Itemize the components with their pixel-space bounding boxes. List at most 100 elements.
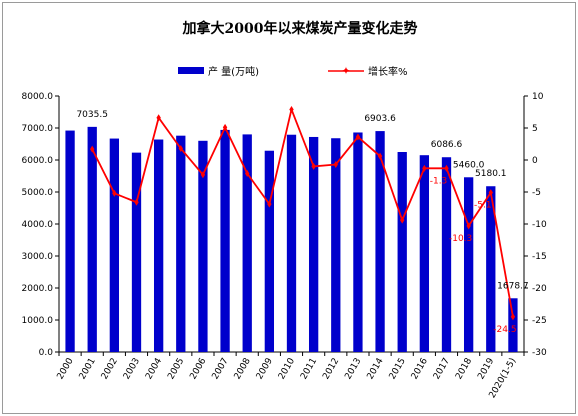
bar: [65, 130, 75, 352]
growth-point: [466, 222, 471, 230]
legend: 产 量(万吨) ✦ 增长率%: [178, 65, 408, 78]
right-tick-label: -15: [532, 252, 547, 262]
growth-point: [400, 216, 405, 224]
growth-point: [90, 145, 95, 153]
x-tick-label: 2009: [255, 356, 275, 381]
growth-value-label: -5.1: [474, 201, 492, 211]
legend-swatch-bars: [178, 67, 204, 74]
x-tick-label: 2016: [410, 356, 430, 381]
left-tick-label: 3000.0: [22, 252, 54, 262]
x-tick-label: 2001: [78, 357, 98, 382]
x-tick-label: 2007: [211, 357, 231, 382]
growth-point: [222, 123, 228, 131]
x-tick-label: 2006: [188, 356, 208, 381]
bar: [264, 150, 275, 352]
bar: [176, 135, 186, 352]
growth-series: [90, 105, 516, 321]
bar: [286, 134, 297, 352]
right-tick-label: 5: [532, 124, 538, 134]
bar: [308, 136, 319, 352]
right-tick-label: 0: [532, 156, 538, 166]
bar-value-label: 5180.1: [475, 169, 507, 179]
chart-title: 加拿大2000年以来煤炭产量变化走势: [182, 20, 418, 37]
bar-value-label: 6903.6: [364, 114, 396, 124]
right-tick-label: -20: [532, 284, 547, 294]
growth-point: [422, 164, 427, 172]
growth-point: [333, 160, 338, 168]
growth-point: [444, 164, 449, 172]
growth-point: [510, 313, 516, 321]
left-tick-label: 7000.0: [22, 124, 54, 134]
x-tick-label: 2017: [432, 357, 452, 382]
x-tick-label: 2010: [277, 356, 297, 381]
bar: [463, 177, 474, 352]
x-tick-label: 2014: [366, 356, 386, 381]
growth-value-label: -10.3: [449, 234, 472, 244]
x-tick-label: 2000: [56, 356, 76, 381]
bar: [375, 131, 385, 352]
bar-value-label: 1678.7: [497, 281, 529, 291]
bar: [153, 139, 164, 352]
bar: [198, 140, 208, 352]
legend-marker-growth: ✦: [341, 65, 350, 78]
left-tick-label: 1000.0: [22, 316, 54, 326]
bar: [242, 134, 252, 352]
bar: [441, 157, 452, 352]
legend-label-bars: 产 量(万吨): [208, 65, 259, 78]
growth-point: [134, 198, 139, 206]
bar-value-label: 7035.5: [76, 110, 108, 120]
right-tick-label: 10: [532, 92, 544, 102]
bar: [353, 132, 363, 352]
x-axis-ticks: 2000 2001 2002 2003 2004 2005 2006 2007 2008 2009…: [56, 352, 525, 400]
bar-value-label: 5460.0: [453, 160, 485, 170]
growth-point: [311, 162, 316, 170]
legend-label-growth: 增长率%: [368, 65, 408, 78]
x-tick-label: 2003: [122, 357, 142, 382]
x-tick-label: 2012: [321, 357, 341, 382]
left-axis-ticks: 0.0 1000.0 2000.0 3000.0 4000.0 5000.0 6000.0 7…: [22, 92, 59, 358]
x-tick-label: 2008: [233, 356, 253, 381]
right-tick-label: -25: [532, 316, 547, 326]
growth-point: [245, 169, 250, 177]
bar: [87, 126, 97, 352]
bar-value-label: 6086.6: [431, 140, 463, 150]
bar: [397, 152, 407, 352]
bar-series: [65, 126, 518, 352]
growth-point: [355, 133, 361, 141]
x-tick-label: 2019: [476, 356, 496, 381]
x-tick-label: 2018: [454, 356, 474, 381]
growth-point: [112, 189, 117, 197]
bar: [331, 138, 341, 352]
bar: [220, 129, 230, 352]
growth-line: [91, 106, 514, 317]
left-tick-label: 0.0: [39, 348, 54, 358]
right-tick-label: -30: [532, 348, 547, 358]
growth-point: [289, 105, 294, 113]
right-tick-label: -5: [532, 188, 541, 198]
x-tick-label: 2004: [144, 356, 164, 381]
growth-point: [377, 152, 383, 160]
growth-point: [156, 114, 161, 122]
growth-value-label: -1.3: [430, 176, 448, 186]
x-tick-label: 2005: [166, 357, 186, 382]
right-axis-ticks: -30 -25 -20 -15 -10 -5 0 5 10: [524, 92, 547, 358]
growth-point: [267, 200, 272, 208]
bar: [131, 152, 142, 352]
x-tick-label: 2011: [299, 357, 319, 382]
growth-point: [488, 189, 493, 197]
bar: [419, 155, 430, 352]
x-tick-label: 2013: [343, 357, 363, 382]
bar: [109, 138, 120, 352]
left-tick-label: 5000.0: [22, 188, 54, 198]
x-tick-label: 2015: [388, 357, 408, 382]
right-tick-label: -10: [532, 220, 547, 230]
bar: [508, 298, 518, 352]
growth-point: [178, 144, 183, 152]
left-tick-label: 4000.0: [22, 220, 54, 230]
left-tick-label: 2000.0: [22, 284, 54, 294]
growth-value-label: -24.5: [493, 325, 516, 335]
left-tick-label: 6000.0: [22, 156, 54, 166]
growth-point: [200, 171, 206, 179]
